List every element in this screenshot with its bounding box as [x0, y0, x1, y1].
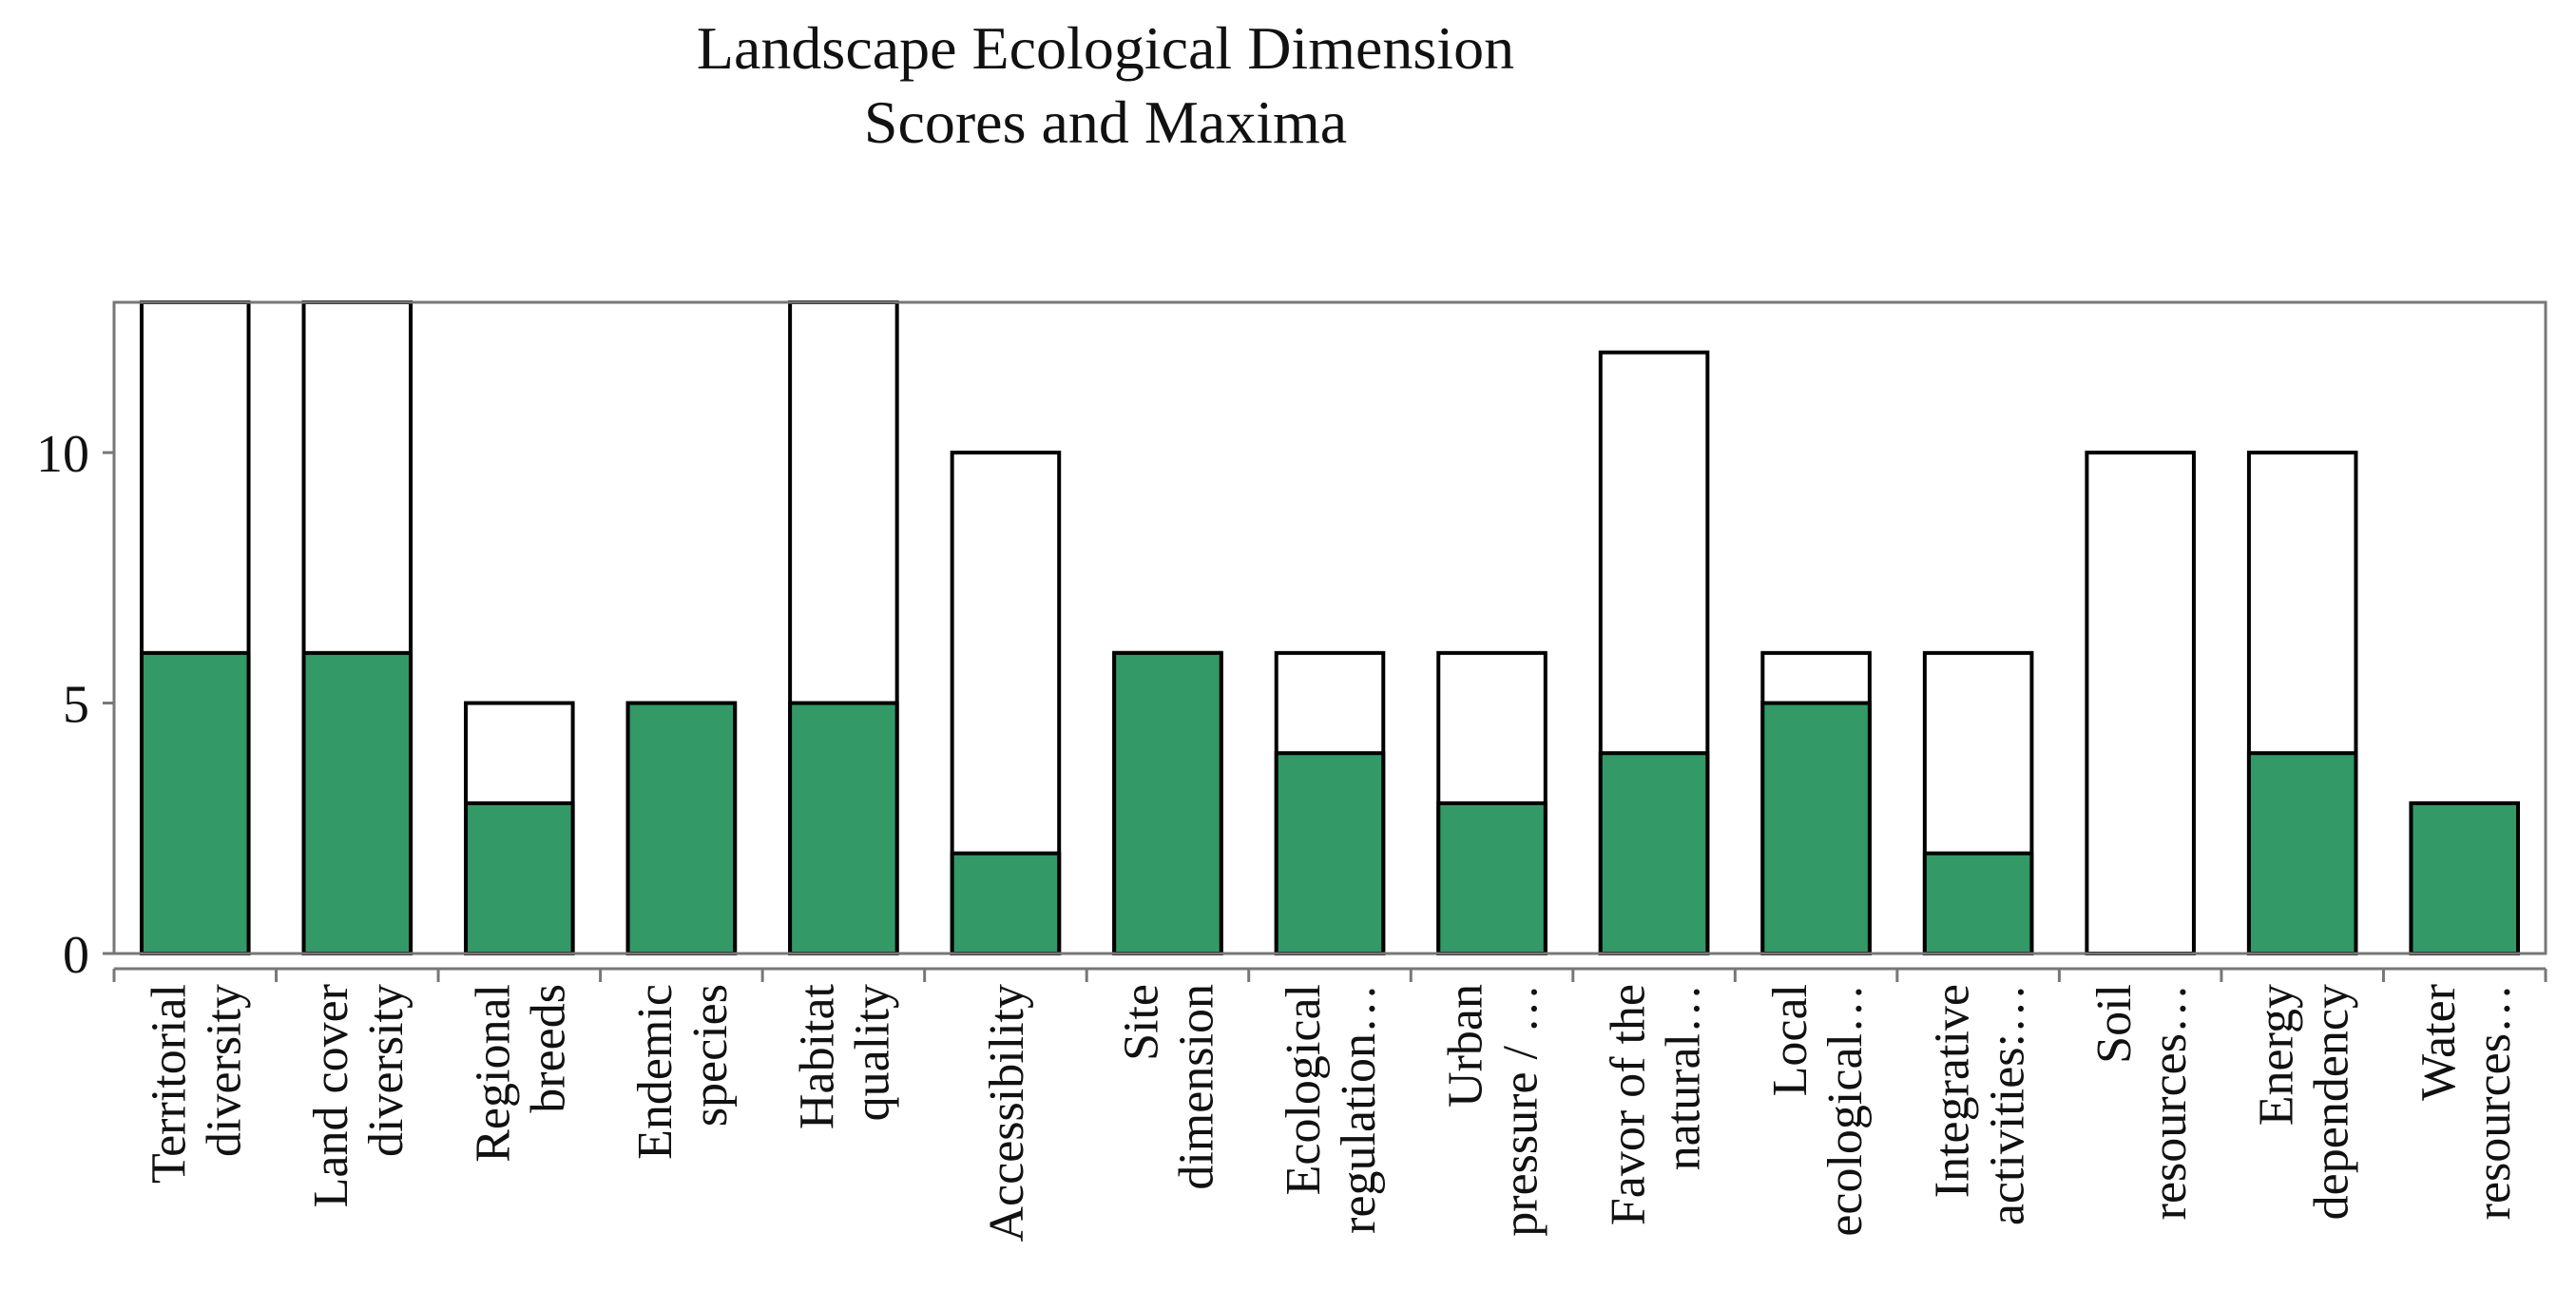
score-bar [625, 701, 738, 955]
x-category-label: diversity [197, 984, 251, 1157]
x-category-label: Integrative [1925, 984, 1979, 1198]
score-bar [301, 650, 413, 955]
x-category-label: dependency [2304, 984, 2358, 1220]
x-category-label: Local [1763, 984, 1817, 1096]
y-tick-label: 10 [36, 425, 89, 484]
x-category-label: Energy [2249, 984, 2303, 1126]
x-category-label: natural… [1656, 984, 1710, 1170]
score-bar [1436, 800, 1548, 956]
x-category-label: quality [846, 984, 900, 1121]
score-bar [2246, 751, 2358, 955]
x-category-label: Favor of the [1601, 984, 1655, 1225]
x-category-label: Endemic [628, 984, 682, 1160]
x-category-label: species [683, 984, 738, 1127]
x-category-label: Site [1115, 984, 1169, 1061]
score-bar [1112, 650, 1223, 955]
x-axis: Territorial diversity Land cover diversity R… [112, 967, 2547, 1243]
x-category-label: Soil [2087, 984, 2142, 1064]
chart-title-line-2: Scores and Maxima [863, 88, 1348, 156]
y-tick-label: 0 [63, 926, 89, 985]
score-bar [788, 701, 899, 955]
x-category-label: regulation… [1332, 984, 1386, 1234]
x-category-label: ecological… [1818, 984, 1873, 1237]
score-bars [139, 650, 2521, 956]
score-bar [464, 800, 575, 956]
x-category-label: Urban [1439, 984, 1493, 1108]
score-bar [1760, 701, 1872, 955]
x-category-label: Ecological [1277, 984, 1331, 1195]
x-category-label: pressure / … [1494, 984, 1548, 1237]
score-bar [1274, 751, 1386, 955]
chart-title: Landscape Ecological Dimension Scores an… [0, 11, 2211, 160]
plot-area-frame [112, 300, 2547, 955]
x-category-label: breeds [522, 984, 576, 1113]
x-category-label: Land cover [304, 984, 358, 1207]
score-bar [950, 851, 1062, 955]
score-bar [139, 650, 251, 955]
x-category-label: resources… [2143, 984, 2197, 1220]
x-category-label: Habitat [791, 983, 845, 1129]
x-category-label: resources… [2467, 984, 2521, 1220]
score-bar [2409, 800, 2521, 956]
x-category-label: Regional [467, 984, 521, 1163]
chart-title-line-1: Landscape Ecological Dimension [696, 14, 1515, 82]
y-tick-label: 5 [63, 676, 89, 735]
x-category-label: Territorial [142, 984, 196, 1184]
score-bar [1922, 851, 2034, 955]
x-category-label: Accessibility [980, 984, 1034, 1243]
score-bar [1598, 751, 1710, 955]
y-axis: 0 5 10 [36, 425, 114, 985]
maximum-bar [2085, 451, 2196, 956]
x-category-label: dimension [1170, 984, 1224, 1190]
x-category-label: diversity [359, 984, 413, 1157]
x-category-label: activities:… [1980, 984, 2034, 1225]
x-category-label: Water [2412, 984, 2466, 1101]
